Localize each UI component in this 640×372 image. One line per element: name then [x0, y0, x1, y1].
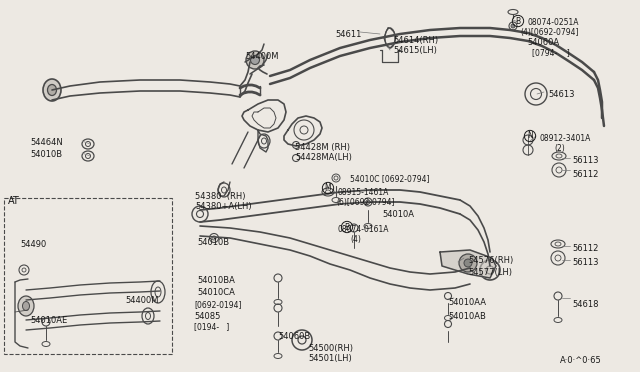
Text: 54400M: 54400M — [245, 52, 278, 61]
Text: [0194-   ]: [0194- ] — [194, 322, 229, 331]
Text: 54618: 54618 — [572, 300, 598, 309]
Text: M: M — [324, 183, 332, 192]
Text: B: B — [344, 222, 349, 231]
Ellipse shape — [250, 55, 259, 64]
Ellipse shape — [464, 259, 472, 267]
Text: 54611: 54611 — [335, 30, 362, 39]
Text: 54010CA: 54010CA — [197, 288, 235, 297]
Text: [0794-    ]: [0794- ] — [532, 48, 570, 57]
Text: 54010B: 54010B — [30, 150, 62, 159]
Ellipse shape — [18, 296, 34, 316]
Text: 08912-3401A: 08912-3401A — [540, 134, 591, 143]
Text: [0692-0194]: [0692-0194] — [194, 300, 241, 309]
Text: 54010C [0692-0794]: 54010C [0692-0794] — [350, 174, 429, 183]
Text: 54010A: 54010A — [382, 210, 414, 219]
Text: 54428M (RH): 54428M (RH) — [295, 143, 350, 152]
Text: 54464N: 54464N — [30, 138, 63, 147]
Text: 56112: 56112 — [572, 170, 598, 179]
Ellipse shape — [47, 84, 56, 96]
Text: 54060A: 54060A — [527, 38, 559, 47]
Text: 08074-0161A: 08074-0161A — [338, 225, 390, 234]
Text: 54010AB: 54010AB — [448, 312, 486, 321]
Text: 56112: 56112 — [572, 244, 598, 253]
Text: 54500(RH): 54500(RH) — [308, 344, 353, 353]
Text: 54614(RH): 54614(RH) — [393, 36, 438, 45]
Text: 54613: 54613 — [548, 90, 575, 99]
Text: A·0·^0·65: A·0·^0·65 — [560, 356, 602, 365]
Polygon shape — [440, 250, 496, 278]
Ellipse shape — [43, 79, 61, 101]
Text: 08915-1461A: 08915-1461A — [338, 188, 389, 197]
Ellipse shape — [246, 51, 264, 69]
Text: (4)[0692-0794]: (4)[0692-0794] — [520, 28, 579, 37]
Text: 54576(RH): 54576(RH) — [468, 256, 513, 265]
Text: (2): (2) — [554, 144, 564, 153]
Text: N: N — [527, 131, 533, 141]
Text: 54577(LH): 54577(LH) — [468, 268, 512, 277]
Text: B: B — [515, 16, 520, 26]
Ellipse shape — [511, 24, 515, 28]
Text: (6)[0692-0794]: (6)[0692-0794] — [336, 198, 394, 207]
Text: AT: AT — [8, 196, 20, 206]
Text: 56113: 56113 — [572, 258, 598, 267]
Text: 54400M: 54400M — [125, 296, 159, 305]
Text: 54085: 54085 — [194, 312, 220, 321]
Text: (4): (4) — [350, 235, 361, 244]
Text: 54060B: 54060B — [278, 332, 310, 341]
Ellipse shape — [22, 301, 29, 311]
Text: 08074-0251A: 08074-0251A — [527, 18, 579, 27]
Text: 54010AE: 54010AE — [30, 316, 67, 325]
Text: 54380  (RH): 54380 (RH) — [195, 192, 246, 201]
Text: 54490: 54490 — [20, 240, 46, 249]
Text: 54010BA: 54010BA — [197, 276, 235, 285]
Text: 56113: 56113 — [572, 156, 598, 165]
Text: 54428MA(LH): 54428MA(LH) — [295, 153, 352, 162]
Text: 54010B: 54010B — [197, 238, 229, 247]
Text: 54010AA: 54010AA — [448, 298, 486, 307]
Text: 54380+A(LH): 54380+A(LH) — [195, 202, 252, 211]
Text: 54615(LH): 54615(LH) — [393, 46, 437, 55]
Ellipse shape — [459, 254, 477, 272]
Text: 54501(LH): 54501(LH) — [308, 354, 352, 363]
